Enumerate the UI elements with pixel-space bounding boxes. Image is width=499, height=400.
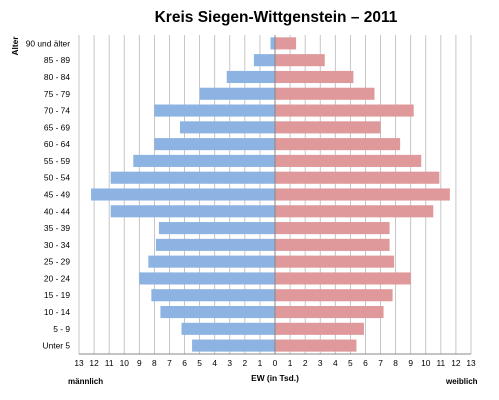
age-group-label: 80 - 84 bbox=[44, 72, 70, 82]
male-bar bbox=[160, 305, 275, 319]
age-group-label: 90 und älter bbox=[26, 38, 70, 48]
male-bar bbox=[110, 171, 276, 184]
male-bar bbox=[158, 222, 275, 235]
female-bar bbox=[275, 104, 414, 117]
age-group-label: 35 - 39 bbox=[44, 223, 70, 233]
male-label: männlich bbox=[68, 377, 103, 386]
x-tick-label: 0 bbox=[273, 358, 278, 368]
age-group-label: 65 - 69 bbox=[44, 122, 70, 132]
x-tick-label: 2 bbox=[243, 358, 248, 368]
x-tick-label: 2 bbox=[303, 358, 308, 368]
male-bar bbox=[91, 188, 275, 201]
female-bar bbox=[275, 121, 381, 134]
x-tick-label: 6 bbox=[182, 358, 187, 368]
age-group-label: 50 - 54 bbox=[44, 173, 70, 183]
female-bar bbox=[275, 289, 393, 302]
x-tick-label: 3 bbox=[227, 358, 232, 368]
female-bar bbox=[275, 272, 411, 285]
female-bar bbox=[275, 238, 390, 251]
age-group-label: 40 - 44 bbox=[44, 206, 70, 216]
male-bar bbox=[133, 154, 275, 167]
female-bar bbox=[275, 305, 384, 319]
female-bar bbox=[275, 205, 434, 218]
male-bar bbox=[270, 37, 275, 50]
male-bar bbox=[226, 70, 275, 84]
x-tick-label: 1 bbox=[258, 358, 263, 368]
x-tick-label: 9 bbox=[137, 358, 142, 368]
age-group-label: 25 - 29 bbox=[44, 257, 70, 267]
x-tick-label: 9 bbox=[408, 358, 413, 368]
male-bar bbox=[199, 87, 275, 100]
age-group-label: 30 - 34 bbox=[44, 240, 70, 250]
female-bar bbox=[275, 87, 375, 100]
male-bar bbox=[151, 289, 275, 302]
x-tick-label: 11 bbox=[105, 358, 114, 368]
female-label: weiblich bbox=[445, 377, 478, 386]
x-tick-label: 6 bbox=[363, 358, 368, 368]
female-bar bbox=[275, 54, 325, 67]
male-bar bbox=[154, 104, 275, 117]
bar-series bbox=[91, 37, 450, 352]
female-bar bbox=[275, 171, 440, 184]
x-axis-title: EW (in Tsd.) bbox=[251, 373, 299, 383]
age-group-label: 70 - 74 bbox=[44, 106, 70, 116]
age-group-label: 15 - 19 bbox=[44, 290, 70, 300]
female-bar bbox=[275, 37, 297, 50]
male-bar bbox=[253, 54, 275, 67]
male-bar bbox=[139, 272, 275, 285]
age-group-label: 5 - 9 bbox=[53, 324, 70, 334]
x-tick-label: 10 bbox=[120, 358, 130, 368]
x-tick-label: 5 bbox=[348, 358, 353, 368]
x-tick-label: 3 bbox=[318, 358, 323, 368]
x-tick-label: 5 bbox=[197, 358, 202, 368]
male-bar bbox=[155, 238, 275, 251]
female-bar bbox=[275, 322, 364, 335]
age-group-label: 75 - 79 bbox=[44, 89, 70, 99]
x-tick-label: 8 bbox=[393, 358, 398, 368]
x-tick-label: 13 bbox=[466, 358, 476, 368]
age-group-label: 20 - 24 bbox=[44, 273, 70, 283]
x-tick-label: 8 bbox=[152, 358, 157, 368]
age-group-label: Unter 5 bbox=[43, 341, 71, 351]
age-group-labels: 90 und älter 85 - 89 80 - 84 75 - 79 70 - 74… bbox=[26, 38, 71, 350]
female-bar bbox=[275, 255, 395, 268]
x-tick-label: 13 bbox=[74, 358, 84, 368]
age-group-label: 60 - 64 bbox=[44, 139, 70, 149]
chart-title: Kreis Siegen-Wittgenstein – 2011 bbox=[155, 9, 398, 26]
female-bar bbox=[275, 188, 450, 201]
x-tick-label: 4 bbox=[333, 358, 338, 368]
x-tick-label: 12 bbox=[89, 358, 99, 368]
x-tick-labels: 13 12 11 10 9 8 7 6 5 4 3 2 1 0 1 2 3 4 5 6 7 8 9 10 11 12 13 bbox=[74, 358, 476, 368]
y-axis-title: Alter bbox=[10, 36, 20, 56]
x-tick-label: 4 bbox=[212, 358, 217, 368]
male-bar bbox=[154, 138, 275, 151]
axes bbox=[79, 35, 471, 355]
age-group-label: 85 - 89 bbox=[44, 55, 70, 65]
x-tick-label: 11 bbox=[436, 358, 445, 368]
x-tick-label: 7 bbox=[378, 358, 383, 368]
female-bar bbox=[275, 154, 422, 167]
male-bar bbox=[181, 322, 275, 335]
x-tick-label: 7 bbox=[167, 358, 172, 368]
age-group-label: 55 - 59 bbox=[44, 156, 70, 166]
female-bar bbox=[275, 222, 390, 235]
female-bar bbox=[275, 138, 401, 151]
male-bar bbox=[148, 255, 275, 268]
x-tick-label: 10 bbox=[421, 358, 431, 368]
x-tick-label: 1 bbox=[288, 358, 293, 368]
female-bar bbox=[275, 70, 354, 84]
female-bar bbox=[275, 339, 357, 352]
age-group-label: 10 - 14 bbox=[44, 307, 70, 317]
male-bar bbox=[110, 205, 276, 218]
x-tick-label: 12 bbox=[451, 358, 461, 368]
age-group-label: 45 - 49 bbox=[44, 190, 70, 200]
male-bar bbox=[180, 121, 275, 134]
male-bar bbox=[192, 339, 275, 352]
